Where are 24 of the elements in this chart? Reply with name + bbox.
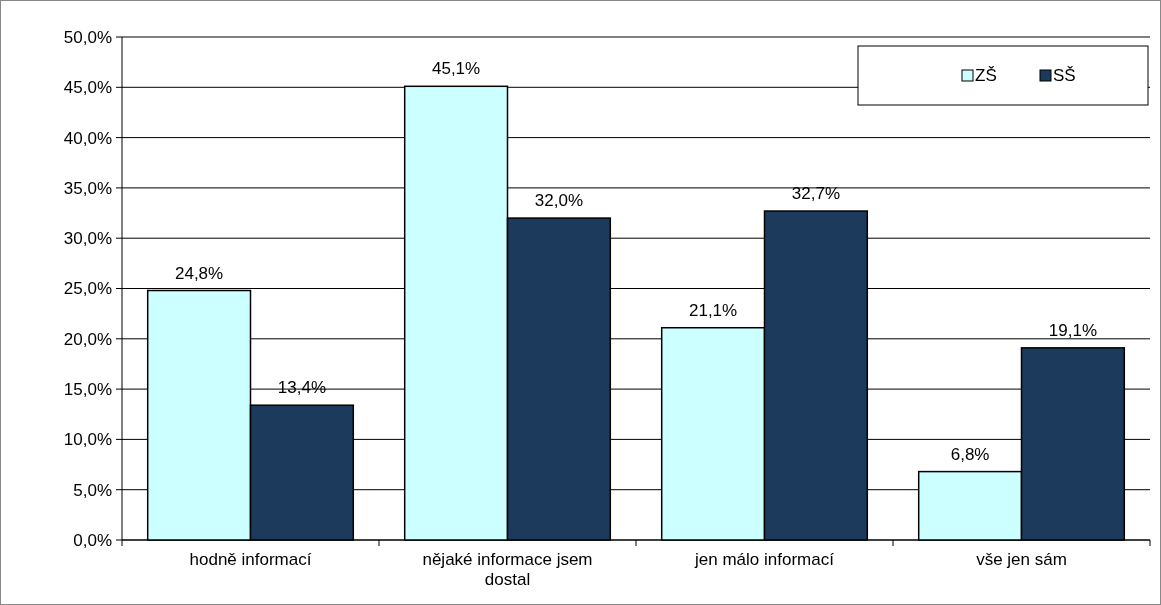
data-label: 19,1% — [1048, 320, 1097, 340]
legend-label: ZŠ — [975, 66, 997, 85]
y-tick-label: 15,0% — [63, 380, 112, 400]
data-label: 32,0% — [534, 191, 583, 211]
x-tick-label: hodně informací — [189, 550, 312, 569]
data-label: 21,1% — [689, 300, 738, 320]
y-tick-label: 25,0% — [63, 279, 112, 299]
data-label: 45,1% — [432, 59, 481, 79]
y-tick-label: 0,0% — [73, 530, 112, 550]
data-label: 24,8% — [175, 263, 224, 283]
legend-label: SŠ — [1053, 66, 1076, 85]
y-tick-label: 50,0% — [63, 27, 112, 47]
data-label: 32,7% — [791, 184, 840, 204]
y-tick-label: 30,0% — [63, 229, 112, 249]
x-tick-label: jen málo informací — [694, 550, 835, 569]
y-tick-label: 10,0% — [63, 430, 112, 450]
data-label: 6,8% — [950, 444, 990, 464]
y-tick-label: 35,0% — [63, 178, 112, 198]
y-tick-label: 5,0% — [73, 480, 112, 500]
y-tick-label: 20,0% — [63, 329, 112, 349]
y-tick-label: 40,0% — [63, 128, 112, 148]
x-tick-label: nějaké informace jsem dostal — [422, 550, 593, 589]
y-tick-label: 45,0% — [63, 78, 112, 98]
x-tick-label: vše jen sám — [976, 550, 1067, 569]
